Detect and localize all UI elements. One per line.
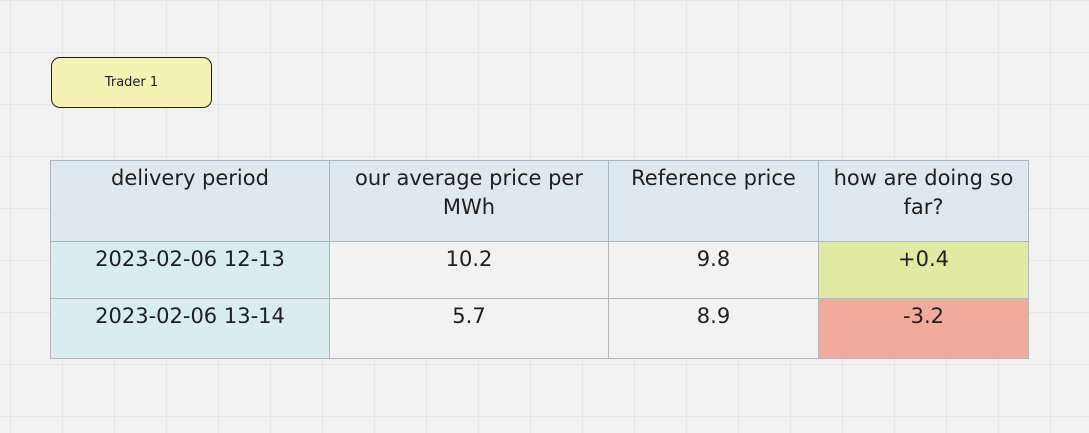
sticky-note-trader-1[interactable]: Trader 1 [51, 57, 212, 108]
sticky-note-label: Trader 1 [104, 75, 159, 90]
header-reference-price[interactable]: Reference price [608, 160, 819, 242]
header-average-price[interactable]: our average price per MWh [329, 160, 609, 242]
cell-delivery-period[interactable]: 2023-02-06 13-14 [50, 298, 330, 359]
pricing-table[interactable]: delivery period our average price per MW… [50, 160, 1029, 359]
header-performance[interactable]: how are doing so far? [818, 160, 1029, 242]
table-header-row: delivery period our average price per MW… [50, 160, 1029, 242]
cell-reference-price[interactable]: 8.9 [608, 298, 819, 359]
cell-performance[interactable]: -3.2 [818, 298, 1029, 359]
cell-delivery-period[interactable]: 2023-02-06 12-13 [50, 241, 330, 299]
cell-performance[interactable]: +0.4 [818, 241, 1029, 299]
table-row: 2023-02-06 12-13 10.2 9.8 +0.4 [50, 241, 1029, 299]
header-delivery-period[interactable]: delivery period [50, 160, 330, 242]
cell-average-price[interactable]: 5.7 [329, 298, 609, 359]
cell-average-price[interactable]: 10.2 [329, 241, 609, 299]
cell-reference-price[interactable]: 9.8 [608, 241, 819, 299]
table-row: 2023-02-06 13-14 5.7 8.9 -3.2 [50, 298, 1029, 359]
